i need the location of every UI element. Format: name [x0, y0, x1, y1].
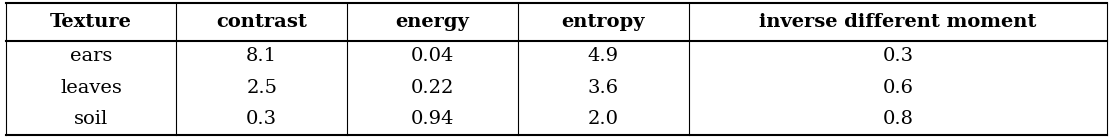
Text: 0.6: 0.6 [883, 79, 914, 97]
Text: entropy: entropy [562, 13, 646, 31]
Text: 4.9: 4.9 [588, 47, 619, 65]
Text: 0.94: 0.94 [411, 110, 454, 128]
Text: 3.6: 3.6 [588, 79, 619, 97]
Text: 0.8: 0.8 [883, 110, 914, 128]
Text: 0.3: 0.3 [883, 47, 914, 65]
Text: leaves: leaves [60, 79, 122, 97]
Text: contrast: contrast [216, 13, 307, 31]
Text: 0.22: 0.22 [411, 79, 454, 97]
Text: 0.04: 0.04 [411, 47, 454, 65]
Text: 2.0: 2.0 [588, 110, 619, 128]
Text: energy: energy [395, 13, 470, 31]
Text: ears: ears [70, 47, 112, 65]
Text: inverse different moment: inverse different moment [759, 13, 1037, 31]
Text: 2.5: 2.5 [246, 79, 277, 97]
Text: 8.1: 8.1 [246, 47, 277, 65]
Text: soil: soil [73, 110, 108, 128]
Text: 0.3: 0.3 [246, 110, 277, 128]
Text: Texture: Texture [50, 13, 132, 31]
